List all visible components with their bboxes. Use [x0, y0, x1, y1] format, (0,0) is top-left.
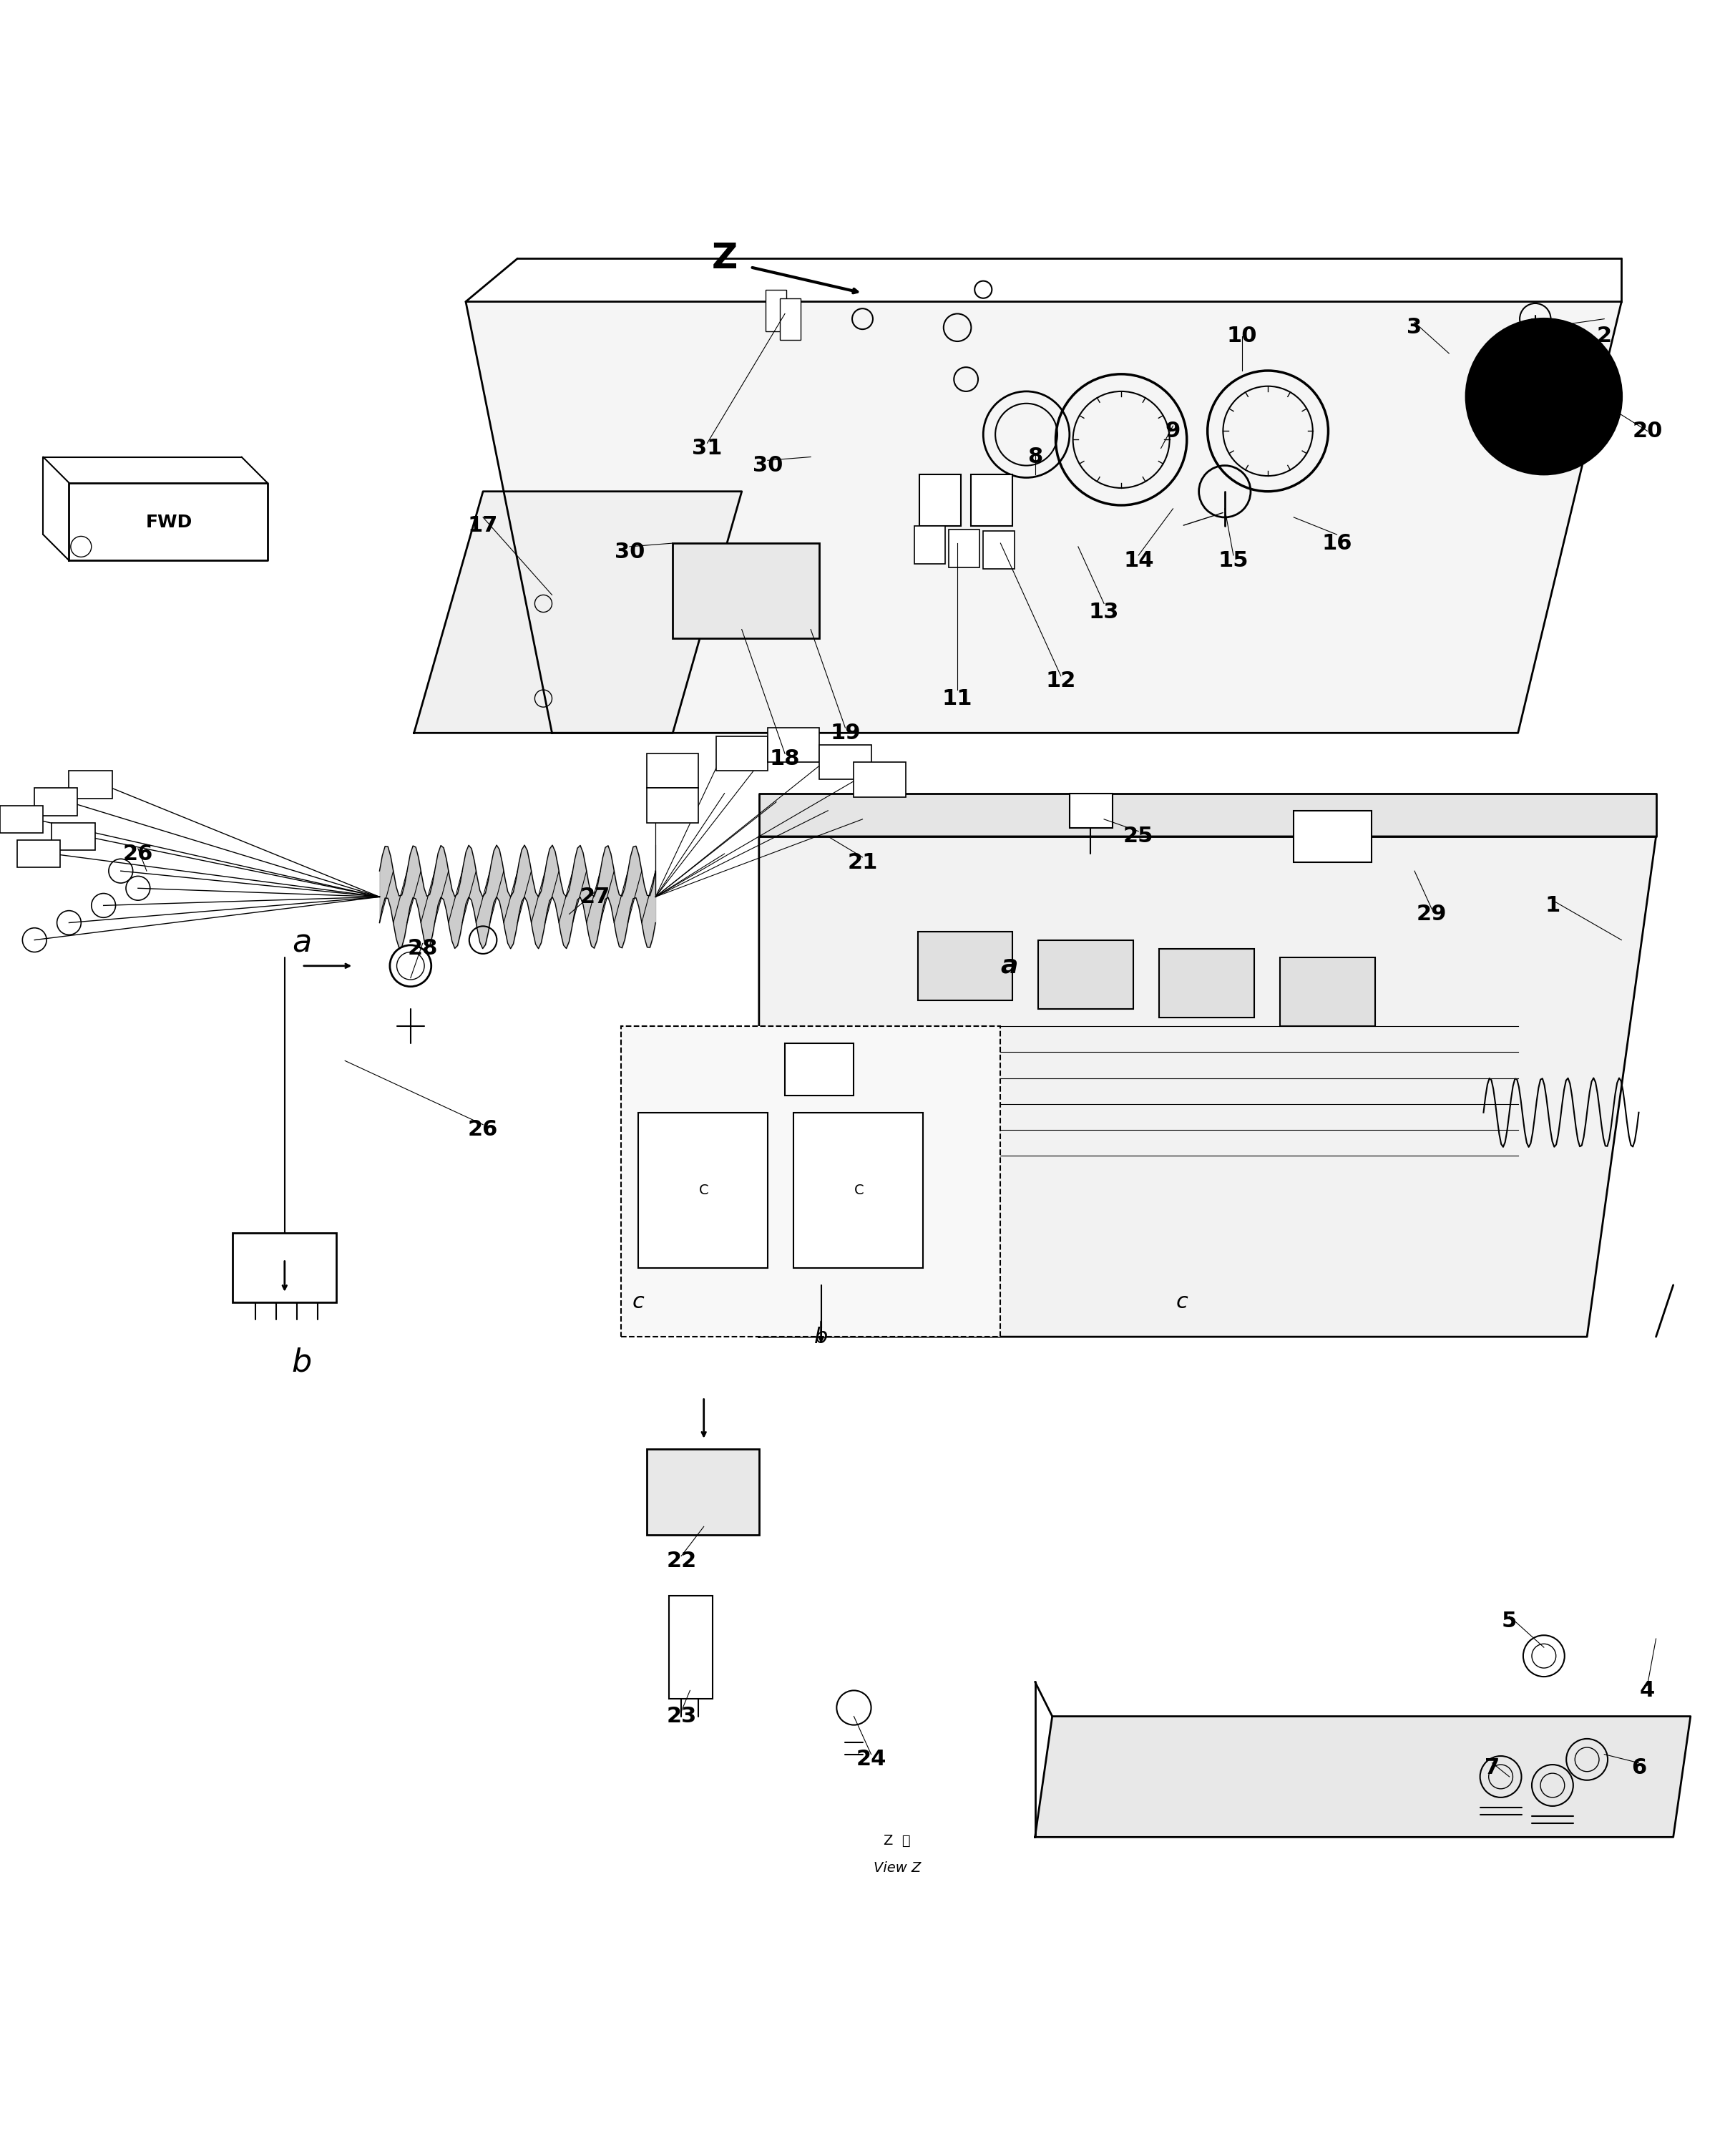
Text: 17: 17 [467, 515, 499, 537]
Bar [1070, 793, 1113, 828]
Bar [949, 530, 980, 567]
Text: 25: 25 [1123, 826, 1154, 847]
Polygon shape [1035, 1716, 1690, 1837]
Bar [785, 1044, 854, 1095]
Bar [647, 755, 699, 789]
Bar [52, 824, 95, 849]
Circle shape [687, 580, 711, 604]
Text: 10: 10 [1226, 326, 1258, 347]
Bar [17, 841, 60, 867]
Bar [0, 806, 43, 832]
Text: 29: 29 [1416, 903, 1447, 925]
Bar [1280, 957, 1375, 1026]
Text: 19: 19 [830, 722, 861, 744]
Text: 4: 4 [1640, 1680, 1654, 1701]
Circle shape [1466, 319, 1621, 474]
Text: 23: 23 [666, 1705, 697, 1727]
Bar [34, 789, 78, 815]
Polygon shape [414, 492, 742, 733]
Text: 26: 26 [122, 843, 154, 865]
Circle shape [728, 580, 752, 604]
Text: 26: 26 [467, 1119, 499, 1141]
Text: 3: 3 [1408, 317, 1421, 338]
Bar [69, 772, 112, 798]
Text: 1: 1 [1546, 895, 1559, 916]
Bar [638, 1112, 768, 1268]
Polygon shape [466, 302, 1622, 733]
Text: 13: 13 [1088, 602, 1120, 623]
Text: 14: 14 [1123, 550, 1154, 571]
Text: 30: 30 [752, 455, 783, 476]
Bar [768, 729, 819, 763]
Bar [716, 737, 768, 772]
Polygon shape [759, 793, 1656, 837]
Text: 8: 8 [1028, 446, 1042, 468]
Text: 18: 18 [769, 748, 800, 770]
Bar [766, 289, 787, 332]
Circle shape [769, 580, 794, 604]
Text: 27: 27 [580, 886, 611, 908]
Bar [669, 1595, 712, 1699]
Bar [1159, 949, 1254, 1018]
Bar [1038, 940, 1133, 1009]
Polygon shape [759, 837, 1656, 1337]
Text: 6: 6 [1632, 1757, 1646, 1779]
Bar [780, 298, 800, 341]
Text: C: C [854, 1184, 864, 1197]
Text: 11: 11 [942, 688, 973, 709]
Text: 9: 9 [1166, 420, 1180, 442]
Text: 30: 30 [614, 541, 645, 563]
Text: 7: 7 [1485, 1757, 1499, 1779]
Bar [983, 530, 1014, 569]
Text: 28: 28 [407, 938, 438, 959]
Bar [914, 526, 945, 565]
Text: Z  視: Z 視 [883, 1835, 911, 1848]
Text: 16: 16 [1321, 533, 1352, 554]
Text: View Z: View Z [873, 1861, 921, 1876]
Text: 21: 21 [847, 852, 878, 873]
Text: 12: 12 [1045, 671, 1076, 692]
Bar [819, 746, 871, 780]
Bar [647, 789, 699, 824]
Text: a: a [292, 927, 312, 959]
Bar [919, 474, 961, 526]
Text: 24: 24 [856, 1749, 887, 1770]
Bar [971, 474, 1013, 526]
Text: 1: 1 [1494, 403, 1508, 425]
Bar [233, 1233, 336, 1302]
Text: a: a [1000, 953, 1018, 979]
Text: b: b [814, 1326, 828, 1348]
Bar [1294, 811, 1371, 862]
Text: FWD: FWD [145, 513, 193, 530]
Text: 22: 22 [666, 1550, 697, 1572]
Text: C: C [699, 1184, 709, 1197]
Text: 15: 15 [1218, 550, 1249, 571]
Text: Z: Z [711, 241, 738, 276]
Bar [918, 931, 1013, 1000]
Text: c: c [633, 1291, 643, 1313]
Bar [794, 1112, 923, 1268]
Text: 31: 31 [692, 438, 723, 459]
Text: 20: 20 [1632, 420, 1663, 442]
Bar [621, 1026, 1000, 1337]
Bar [673, 543, 819, 638]
Bar [854, 763, 906, 798]
Bar [647, 1449, 759, 1535]
Text: 5: 5 [1502, 1611, 1516, 1632]
Text: b: b [292, 1348, 312, 1378]
Text: c: c [1176, 1291, 1187, 1313]
Text: 2: 2 [1597, 326, 1611, 347]
